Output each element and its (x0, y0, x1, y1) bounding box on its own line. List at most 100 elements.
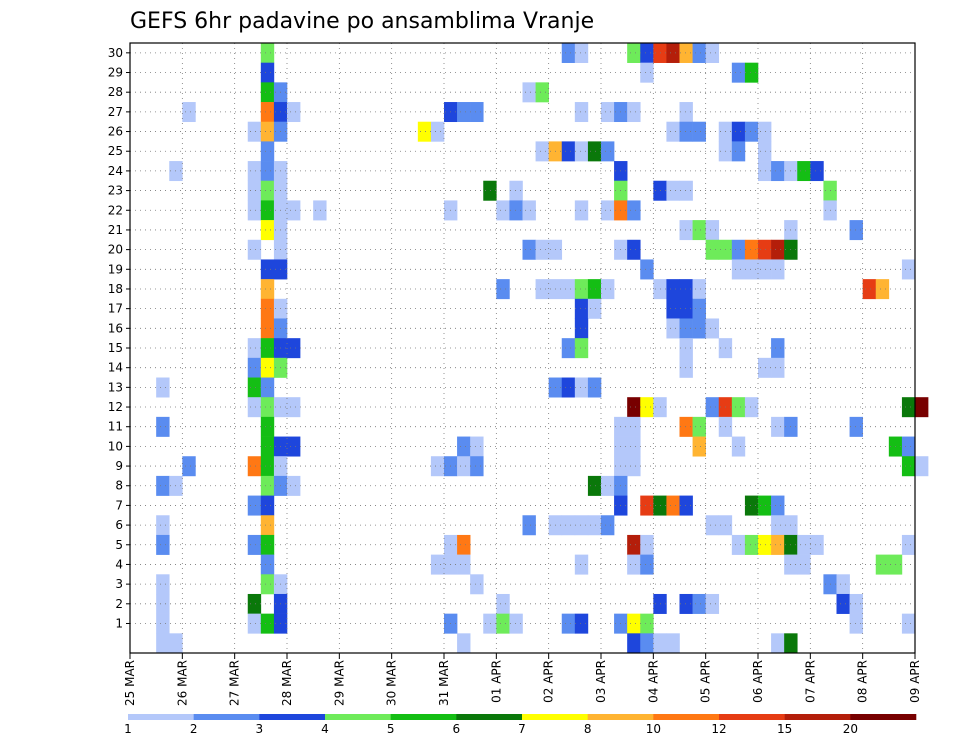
heatmap-cell (561, 613, 576, 634)
heatmap-cell (574, 613, 589, 634)
heatmap-cell (260, 279, 275, 300)
heatmap-cell (587, 377, 602, 398)
y-tick-label: 28 (108, 85, 123, 99)
heatmap-cell (666, 279, 680, 300)
heatmap-cell (666, 180, 680, 201)
x-tick-label: 08 APR (856, 660, 870, 703)
heatmap-cell (470, 436, 484, 457)
heatmap-cell (260, 456, 275, 477)
heatmap-cell (483, 180, 497, 201)
heatmap-cell (561, 141, 576, 162)
heatmap-cell (731, 259, 746, 280)
heatmap-cell (771, 534, 785, 555)
heatmap-cell (744, 534, 759, 555)
heatmap-cell (666, 43, 680, 63)
y-tick-label: 15 (108, 341, 123, 355)
y-tick-label: 10 (108, 439, 123, 453)
heatmap-cell (640, 259, 654, 280)
y-tick-label: 12 (108, 400, 123, 414)
y-tick-label: 22 (108, 203, 123, 217)
colorbar-segment (259, 714, 326, 720)
heatmap-cell (679, 357, 693, 378)
colorbar-label: 5 (387, 722, 395, 736)
x-tick-label: 04 APR (646, 660, 660, 703)
heatmap-cell (810, 161, 824, 182)
y-tick-label: 7 (115, 498, 123, 512)
heatmap-cell (731, 121, 746, 142)
colorbar-segment (193, 714, 260, 720)
x-tick-label: 09 APR (908, 660, 922, 703)
x-tick-label: 05 APR (699, 660, 713, 703)
heatmap-cell (758, 141, 772, 162)
colorbar-label: 20 (843, 722, 858, 736)
heatmap-cell (666, 121, 680, 142)
heatmap-cell (744, 259, 759, 280)
heatmap-cell (653, 633, 667, 654)
heatmap-cell (457, 534, 471, 555)
heatmap-cell (666, 298, 680, 319)
x-tick-label: 29 MAR (332, 660, 346, 706)
colorbar-label: 8 (584, 722, 592, 736)
heatmap-cell (849, 416, 863, 437)
y-tick-label: 11 (108, 420, 123, 434)
heatmap-cell (666, 318, 680, 339)
colorbar-segment (325, 714, 391, 720)
colorbar-label: 3 (256, 722, 264, 736)
colorbar-label: 6 (453, 722, 461, 736)
colorbar-label: 10 (646, 722, 661, 736)
heatmap-cell (522, 515, 536, 536)
heatmap-cell (771, 239, 785, 260)
heatmap-cell (679, 338, 693, 359)
heatmap-cell (574, 43, 589, 63)
heatmap-cell (247, 121, 262, 142)
heatmap-cell (679, 416, 693, 437)
heatmap-cell (574, 377, 589, 398)
heatmap-cell (260, 475, 275, 496)
heatmap-cell (692, 43, 706, 63)
heatmap-cell (875, 279, 890, 300)
y-axis-labels: 1234567891011121314151617181920212223242… (108, 46, 130, 630)
heatmap-cell (574, 141, 589, 162)
colorbar-label: 12 (711, 722, 726, 736)
heatmap-cell (483, 613, 497, 634)
heatmap-cell (692, 318, 706, 339)
heatmap-cell (731, 436, 746, 457)
x-tick-label: 26 MAR (175, 660, 189, 706)
heatmap-cell (627, 436, 641, 457)
heatmap-cell (771, 515, 785, 536)
heatmap-cell (587, 515, 602, 536)
heatmap-cell (679, 121, 693, 142)
colorbar-segment (522, 714, 588, 720)
heatmap-cell (247, 200, 262, 221)
y-tick-label: 24 (108, 164, 123, 178)
y-tick-label: 4 (115, 557, 123, 571)
heatmap-cell (679, 593, 693, 614)
heatmap-cell (247, 338, 262, 359)
heatmap-cell (731, 62, 746, 83)
heatmap-cell (627, 534, 641, 555)
heatmap-cell (679, 220, 693, 241)
y-tick-label: 5 (115, 538, 123, 552)
heatmap-cell (247, 161, 262, 182)
heatmap-cell (561, 515, 576, 536)
heatmap-cell (260, 200, 275, 221)
heatmap-cell (679, 318, 693, 339)
heatmap-cell (574, 318, 589, 339)
colorbar-segment (653, 714, 720, 720)
heatmap-cell (758, 357, 772, 378)
heatmap-cell (182, 102, 196, 123)
heatmap-cell (744, 62, 759, 83)
heatmap-cell (260, 554, 275, 575)
heatmap-cell (627, 456, 641, 477)
heatmap-cell (496, 200, 510, 221)
colorbar-label: 2 (190, 722, 198, 736)
heatmap-cell (156, 633, 170, 654)
heatmap-cell (771, 357, 785, 378)
heatmap-cell (260, 338, 275, 359)
heatmap-cell (731, 239, 746, 260)
y-tick-label: 29 (108, 66, 123, 80)
heatmap-cell (797, 534, 811, 555)
heatmap-cell (156, 593, 170, 614)
y-tick-label: 23 (108, 184, 123, 198)
